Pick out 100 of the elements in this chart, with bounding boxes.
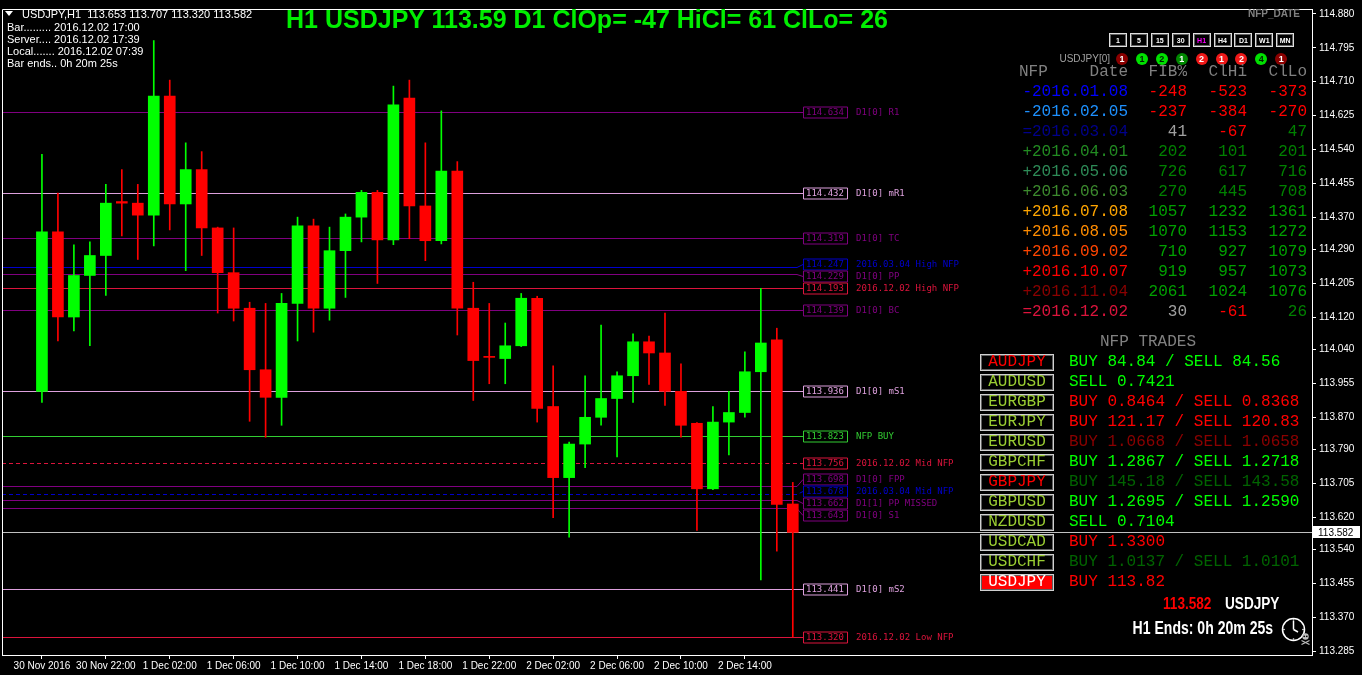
- annotation: NZDUSD: [988, 513, 1046, 531]
- annotation: USDJPY[0]: [1059, 53, 1110, 64]
- annotation: 113.698: [806, 474, 844, 485]
- y-tick-label: 113.370: [1319, 610, 1355, 622]
- annotation: 114.432: [806, 188, 844, 199]
- y-tick-label: 114.040: [1319, 343, 1355, 355]
- data-label: 101: [1218, 143, 1247, 161]
- ref-line-label: D1[0] S1: [856, 510, 900, 521]
- y-tick-label: 113.540: [1319, 542, 1355, 554]
- data-label: 726: [1158, 163, 1187, 181]
- annotation: EURGBP: [988, 393, 1046, 411]
- annotation: NFP_DATE: [1247, 8, 1300, 19]
- data-label: 47: [1287, 123, 1307, 141]
- data-label: 1232: [1208, 203, 1247, 221]
- data-label: 716: [1278, 163, 1307, 181]
- x-tick-label: 1 Dec 06:00: [206, 659, 262, 671]
- annotation: BUY 84.84 / SELL 84.56: [1069, 353, 1281, 371]
- data-label: 1024: [1208, 283, 1247, 301]
- data-label: 26: [1287, 303, 1307, 321]
- data-label: 30: [1167, 303, 1187, 321]
- y-tick-label: 114.290: [1319, 243, 1355, 255]
- y-tick-label: 114.625: [1319, 109, 1355, 121]
- x-tick-label: 1 Dec 18:00: [398, 659, 453, 671]
- data-label: 1361: [1268, 203, 1307, 221]
- data-label: 445: [1218, 183, 1247, 201]
- x-tick-label: 2 Dec 14:00: [717, 659, 773, 671]
- category-label: +2016.07.08: [1022, 203, 1128, 221]
- data-label: 1070: [1148, 223, 1187, 241]
- text: ClHi: [1208, 63, 1247, 81]
- category-label: -2016.02.05: [1022, 103, 1128, 121]
- category-label: +2016.09.02: [1022, 243, 1128, 261]
- annotation: BUY 0.8464 / SELL 0.8368: [1069, 393, 1300, 411]
- annotation: Bar......... 2016.12.02 17:00: [7, 20, 140, 33]
- data-label: 617: [1218, 163, 1247, 181]
- ref-line-label: 2016.03.04 High NFP: [856, 259, 960, 270]
- y-tick-label: 114.540: [1319, 143, 1355, 155]
- y-tick-label: 113.870: [1319, 411, 1355, 423]
- data-label: 1073: [1268, 263, 1307, 281]
- category-label: +2016.06.03: [1022, 183, 1128, 201]
- annotation: BUY 121.17 / SELL 120.83: [1069, 413, 1300, 431]
- y-tick-label: 113.285: [1319, 644, 1355, 656]
- annotation: AUDJPY: [988, 353, 1046, 371]
- annotation: Local....... 2016.12.02 07:39: [7, 44, 144, 57]
- annotation: H1 Ends: 0h 20m 25s: [1132, 618, 1273, 638]
- annotation: 113.756: [806, 458, 844, 469]
- y-tick-label: 113.620: [1319, 510, 1355, 522]
- ref-line-label: D1[0] mR1: [856, 188, 905, 199]
- y-tick-label: 114.370: [1319, 211, 1355, 223]
- category-label: +2016.04.01: [1022, 143, 1128, 161]
- category-label: +2016.10.07: [1022, 263, 1128, 281]
- annotation: 113.662: [806, 498, 844, 509]
- y-tick-label: 114.710: [1319, 75, 1355, 87]
- annotation: 113.582: [1163, 595, 1212, 612]
- annotation: 114.634: [806, 107, 844, 118]
- y-tick-label: 114.880: [1319, 7, 1355, 19]
- annotation: USDJPY: [988, 573, 1046, 591]
- data-label: 1057: [1148, 203, 1187, 221]
- data-label: 1079: [1268, 243, 1307, 261]
- annotation: 114.319: [806, 233, 844, 244]
- annotation: USDCAD: [988, 533, 1046, 551]
- x-tick-label: 2 Dec 10:00: [653, 659, 709, 671]
- annotation: BUY 1.2695 / SELL 1.2590: [1069, 493, 1300, 511]
- ref-line-label: D1[0] BC: [856, 305, 900, 316]
- annotation: AUDUSD: [988, 373, 1046, 391]
- data-label: 927: [1218, 243, 1247, 261]
- ref-line-label: D1[0] TC: [856, 233, 900, 244]
- data-label: 1272: [1268, 223, 1307, 241]
- data-label: 710: [1158, 243, 1187, 261]
- category-label: =2016.03.04: [1022, 123, 1128, 141]
- annotation: BUY 1.2867 / SELL 1.2718: [1069, 453, 1300, 471]
- data-label: 202: [1158, 143, 1187, 161]
- annotation: NFP: [1019, 63, 1048, 81]
- annotation: 114.193: [806, 283, 844, 294]
- annotation: BUY 145.18 / SELL 143.58: [1069, 473, 1300, 491]
- data-label: -61: [1218, 303, 1247, 321]
- ref-line-label: D1[0] R1: [856, 107, 900, 118]
- y-tick-label: 113.455: [1319, 576, 1355, 588]
- data-label: 957: [1218, 263, 1247, 281]
- data-label: 270: [1158, 183, 1187, 201]
- data-label: -67: [1218, 123, 1247, 141]
- annotation: Date: [1089, 63, 1128, 81]
- x-tick-label: 2 Dec 06:00: [590, 659, 645, 671]
- annotation: EURUSD: [988, 433, 1046, 451]
- category-label: +2016.11.04: [1022, 283, 1128, 301]
- category-label: +2016.05.06: [1022, 163, 1128, 181]
- annotation: 113.936: [806, 386, 844, 397]
- data-label: -523: [1208, 83, 1247, 101]
- y-tick-label: 114.205: [1319, 277, 1355, 289]
- ref-line-label: 113.582: [1318, 526, 1354, 538]
- text: 1 1 2 1 2 1 2 4 1: [1119, 53, 1284, 64]
- annotation: Bar ends.. 0h 20m 25s: [7, 56, 118, 69]
- data-label: -384: [1208, 103, 1247, 121]
- ref-line-label: 2016.12.02 Mid NFP: [856, 458, 955, 469]
- annotation: BUY 1.0137 / SELL 1.0101: [1069, 553, 1300, 571]
- ref-line-label: D1[0] mS2: [856, 584, 905, 595]
- annotation: 113.823: [806, 431, 844, 442]
- x-tick-label: 2 Dec 02:00: [526, 659, 581, 671]
- text: ClLo: [1268, 63, 1307, 81]
- data-label: 2061: [1148, 283, 1187, 301]
- y-tick-label: 113.705: [1319, 476, 1355, 488]
